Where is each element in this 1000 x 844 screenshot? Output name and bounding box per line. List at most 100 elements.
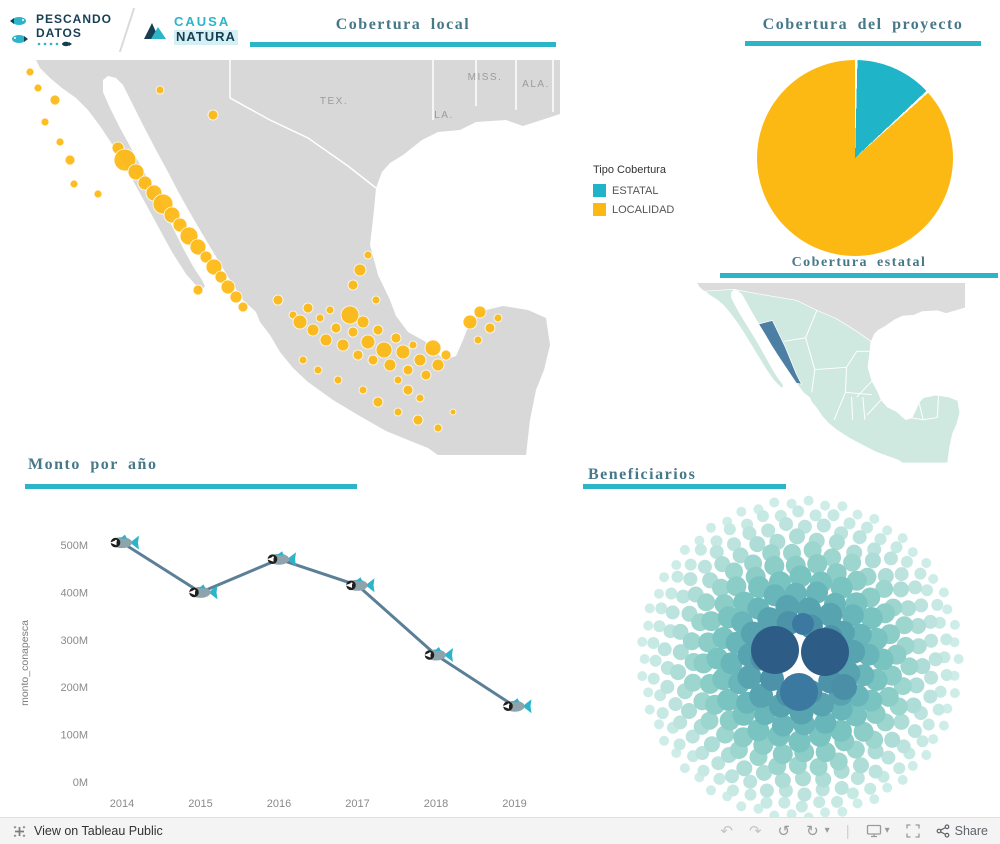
- map-bubble[interactable]: [390, 332, 402, 344]
- beneficiary-bubble[interactable]: [831, 795, 844, 808]
- beneficiary-bubble[interactable]: [727, 784, 739, 797]
- beneficiary-bubble[interactable]: [778, 796, 791, 809]
- beneficiary-bubble[interactable]: [725, 769, 739, 784]
- map-bubble[interactable]: [229, 290, 243, 304]
- fish-marker[interactable]: [267, 551, 296, 567]
- beneficiary-bubble[interactable]: [673, 738, 686, 751]
- beneficiary-bubble[interactable]: [864, 552, 881, 569]
- map-bubble[interactable]: [330, 322, 342, 334]
- beneficiary-bubble[interactable]: [837, 806, 848, 817]
- beneficiary-bubble[interactable]: [949, 619, 960, 630]
- beneficiary-bubble[interactable]: [684, 558, 697, 571]
- beneficiary-bubble[interactable]: [914, 598, 929, 613]
- beneficiary-bubble[interactable]: [823, 548, 841, 567]
- beneficiary-bubble[interactable]: [931, 598, 944, 611]
- map-bubble[interactable]: [40, 117, 50, 127]
- beneficiary-bubble[interactable]: [764, 555, 785, 576]
- map-bubble[interactable]: [473, 305, 487, 319]
- beneficiary-bubble[interactable]: [736, 506, 747, 517]
- beneficiary-bubble[interactable]: [814, 711, 837, 734]
- map-bubble[interactable]: [214, 270, 228, 284]
- beneficiary-bubble-large[interactable]: [751, 626, 799, 674]
- beneficiary-bubble[interactable]: [827, 509, 840, 522]
- map-bubble[interactable]: [375, 341, 393, 359]
- beneficiary-bubble[interactable]: [742, 526, 757, 541]
- map-bubble[interactable]: [347, 326, 359, 338]
- map-bubble[interactable]: [33, 83, 43, 93]
- beneficiary-bubble[interactable]: [916, 735, 929, 748]
- revert-button[interactable]: ↺: [777, 822, 791, 840]
- map-bubble[interactable]: [333, 375, 343, 385]
- map-bubble[interactable]: [113, 148, 137, 172]
- beneficiary-bubble-large[interactable]: [831, 674, 857, 700]
- map-bubble[interactable]: [356, 315, 370, 329]
- beneficiary-bubble[interactable]: [679, 763, 690, 774]
- beneficiary-bubble[interactable]: [864, 782, 877, 795]
- beneficiary-bubble[interactable]: [807, 553, 828, 574]
- beneficiary-bubble[interactable]: [789, 528, 805, 545]
- map-bubble[interactable]: [371, 295, 381, 305]
- beneficiary-bubble[interactable]: [900, 600, 917, 617]
- beneficiary-bubble[interactable]: [717, 688, 740, 711]
- beneficiary-bubble[interactable]: [786, 809, 797, 820]
- beneficiary-bubble[interactable]: [820, 807, 831, 818]
- beneficiary-bubble[interactable]: [710, 535, 723, 548]
- beneficiary-bubble[interactable]: [932, 703, 945, 716]
- map-bubble[interactable]: [372, 396, 384, 408]
- beneficiary-bubble[interactable]: [665, 587, 678, 600]
- beneficiary-bubble[interactable]: [672, 623, 689, 640]
- map-bubble[interactable]: [127, 163, 145, 181]
- beneficiary-bubble[interactable]: [665, 605, 680, 620]
- beneficiary-bubble[interactable]: [908, 580, 923, 595]
- beneficiary-bubble[interactable]: [907, 760, 918, 771]
- beneficiary-bubble[interactable]: [727, 537, 741, 552]
- map-bubble[interactable]: [93, 189, 103, 199]
- map-bubble[interactable]: [395, 344, 411, 360]
- map-bubble[interactable]: [360, 334, 376, 350]
- beneficiary-bubble[interactable]: [861, 521, 873, 534]
- beneficiary-bubble[interactable]: [671, 570, 684, 583]
- beneficiary-bubble[interactable]: [659, 735, 670, 746]
- map-bubble[interactable]: [424, 339, 442, 357]
- map-bubble[interactable]: [413, 353, 427, 367]
- map-bubble[interactable]: [415, 393, 425, 403]
- beneficiary-bubble[interactable]: [655, 602, 668, 615]
- map-bubble[interactable]: [408, 340, 418, 350]
- map-bubble[interactable]: [272, 294, 284, 306]
- beneficiary-bubble[interactable]: [938, 587, 949, 598]
- beneficiary-bubble[interactable]: [940, 669, 953, 681]
- beneficiary-bubble[interactable]: [654, 719, 664, 730]
- beneficiary-bubble[interactable]: [697, 593, 716, 612]
- map-bubble[interactable]: [55, 137, 65, 147]
- beneficiary-bubble[interactable]: [942, 703, 953, 714]
- map-bubble[interactable]: [431, 358, 445, 372]
- beneficiary-bubble[interactable]: [684, 673, 702, 692]
- beneficiary-bubble[interactable]: [759, 783, 774, 798]
- pause-caret[interactable]: ▾: [824, 825, 830, 836]
- map-bubble[interactable]: [336, 338, 350, 352]
- map-bubble[interactable]: [64, 154, 76, 166]
- beneficiary-bubble[interactable]: [923, 614, 938, 629]
- beneficiary-bubble[interactable]: [897, 533, 908, 544]
- beneficiary-bubble[interactable]: [828, 534, 845, 551]
- beneficiary-bubble[interactable]: [846, 787, 859, 800]
- beneficiary-bubble[interactable]: [682, 632, 701, 651]
- legend-item-estatal[interactable]: ESTATAL: [593, 184, 713, 197]
- beneficiary-bubble[interactable]: [789, 565, 812, 588]
- beneficiary-bubble[interactable]: [671, 560, 682, 570]
- beneficiary-bubble[interactable]: [949, 688, 960, 699]
- beneficiary-bubble[interactable]: [928, 573, 939, 584]
- beneficiary-bubble[interactable]: [907, 724, 922, 739]
- beneficiary-bubble[interactable]: [723, 523, 736, 536]
- beneficiary-bubble[interactable]: [647, 637, 660, 649]
- beneficiary-bubble[interactable]: [725, 562, 743, 581]
- beneficiary-bubble[interactable]: [895, 616, 914, 635]
- beneficiary-bubble[interactable]: [924, 670, 939, 685]
- beneficiary-bubble[interactable]: [761, 523, 776, 538]
- map-bubble[interactable]: [473, 335, 483, 345]
- beneficiary-bubble[interactable]: [744, 788, 757, 801]
- refresh-button[interactable]: ↻: [806, 822, 819, 840]
- beneficiary-bubble[interactable]: [818, 602, 843, 627]
- map-bubble[interactable]: [358, 385, 368, 395]
- beneficiary-bubble[interactable]: [884, 731, 901, 748]
